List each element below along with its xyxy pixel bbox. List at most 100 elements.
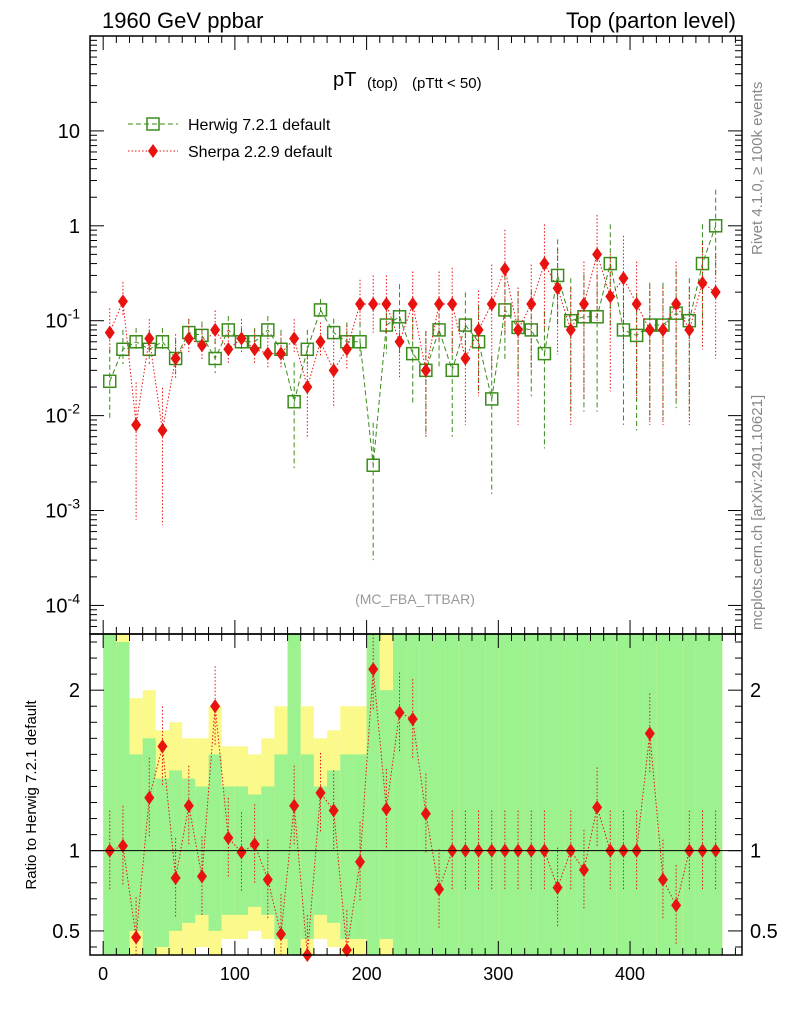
ratio-band-inner	[392, 634, 407, 955]
data-point	[603, 256, 618, 271]
data-point	[117, 294, 128, 309]
data-point	[577, 310, 591, 324]
x-tick-label: 300	[483, 964, 513, 984]
ratio-band-inner	[682, 634, 696, 955]
data-point	[484, 392, 499, 406]
ratio-uncertainty-bands	[103, 634, 723, 955]
data-point	[302, 380, 313, 395]
data-point	[657, 322, 668, 337]
data-point	[103, 374, 117, 389]
ratio-point	[249, 837, 260, 852]
ratio-point	[223, 830, 234, 845]
data-point	[300, 342, 315, 357]
ratio-band-inner	[142, 738, 156, 955]
data-point	[368, 297, 379, 312]
ratio-point	[420, 806, 431, 821]
ratio-point	[289, 798, 300, 813]
legend: Herwig 7.2.1 default Sherpa 2.2.9 defaul…	[128, 117, 333, 161]
data-point	[223, 342, 234, 357]
ratio-band-inner	[590, 634, 604, 955]
ratio-band-inner	[471, 634, 486, 955]
data-point	[445, 363, 459, 378]
ratio-point	[117, 838, 128, 853]
data-point	[313, 303, 328, 317]
ratio-band-inner	[643, 634, 657, 955]
ratio-band-inner	[155, 778, 170, 947]
ratio-band-inner	[103, 634, 117, 955]
data-point	[221, 323, 236, 337]
ratio-band-inner	[537, 634, 552, 955]
data-point	[486, 297, 497, 312]
data-point	[695, 256, 710, 271]
data-point	[710, 285, 721, 300]
data-point	[341, 342, 352, 357]
ratio-point	[578, 862, 589, 877]
data-point	[473, 322, 484, 337]
ratio-ylabel: Ratio to Herwig 7.2.1 default	[23, 700, 40, 890]
ratio-point	[236, 845, 247, 860]
ratio-point	[341, 943, 352, 958]
data-point	[208, 351, 222, 366]
title-main: pT	[333, 69, 356, 91]
y-tick-label: 10	[58, 121, 80, 143]
data-point	[353, 335, 367, 349]
ratio-band-inner	[300, 754, 314, 939]
data-point	[460, 351, 471, 366]
data-point	[355, 297, 366, 312]
ratio-band-inner	[603, 634, 617, 955]
main-plot-data	[103, 189, 723, 561]
data-point	[605, 289, 616, 304]
ratio-band-inner	[327, 770, 341, 923]
header-left: 1960 GeV ppbar	[102, 8, 263, 33]
ratio-point	[328, 803, 339, 818]
ratio-band-inner	[432, 634, 446, 955]
ratio-band-inner	[208, 754, 222, 931]
mcplots-label: mcplots.cern.ch [arXiv:2401.10621]	[749, 395, 766, 630]
legend-sherpa-marker	[148, 144, 158, 158]
y-tick-label: 10-1	[45, 306, 80, 333]
data-point	[129, 335, 143, 349]
data-point	[697, 275, 708, 290]
ratio-point	[394, 705, 405, 720]
data-point	[407, 297, 418, 312]
data-point	[708, 219, 723, 233]
data-point	[671, 297, 682, 312]
ratio-y-tick-label-right: 0.5	[750, 921, 778, 943]
ratio-band-inner	[445, 634, 459, 955]
series-line-0	[109, 225, 717, 466]
ratio-point	[368, 662, 379, 677]
data-point	[434, 297, 445, 312]
ratio-band-inner	[577, 634, 591, 955]
x-tick-label: 0	[98, 964, 108, 984]
title-sub-cut: (pTtt < 50)	[412, 75, 482, 92]
ratio-point	[170, 870, 181, 885]
data-point	[644, 322, 655, 337]
data-point	[236, 331, 247, 346]
ratio-band-inner	[616, 634, 631, 955]
data-point	[116, 342, 130, 357]
data-point	[420, 363, 431, 378]
ratio-band-inner	[129, 754, 143, 931]
legend-sherpa: Sherpa 2.2.9 default	[128, 144, 333, 161]
x-tick-label: 100	[220, 964, 250, 984]
ratio-band-inner	[340, 754, 354, 939]
plot-title: pT (top) (pTtt < 50)	[333, 69, 482, 92]
ratio-point	[315, 785, 326, 800]
data-point	[394, 334, 405, 349]
ratio-point	[644, 726, 655, 741]
ratio-band-inner	[551, 634, 565, 955]
data-point	[618, 271, 629, 286]
data-point	[578, 297, 589, 312]
data-point	[631, 297, 642, 312]
data-point	[261, 323, 275, 337]
ratio-y-tick-label-left: 0.5	[52, 921, 80, 943]
data-point	[249, 342, 260, 357]
data-point	[183, 331, 194, 346]
ratio-point	[144, 790, 155, 805]
ratio-y-tick-label-left: 2	[69, 680, 80, 702]
data-point	[524, 323, 539, 337]
data-point	[170, 351, 181, 366]
data-point	[539, 256, 550, 271]
ratio-point	[131, 930, 142, 945]
